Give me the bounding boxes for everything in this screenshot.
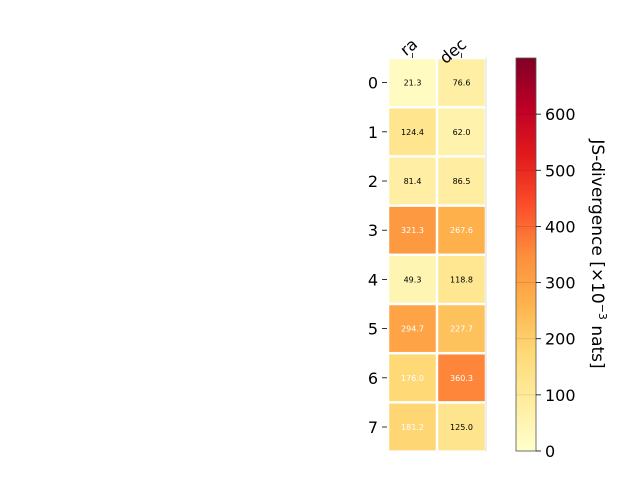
heatmap-cells: 21.3 76.6 124.4 62.0 81.4 86.5 321.3 267.6 49.3 1… (389, 58, 487, 452)
heatmap-cell (389, 157, 436, 205)
heatmap-cell (438, 206, 485, 254)
colorbar-tick-label: 0 (545, 442, 555, 461)
cell-value-label: 267.6 (450, 226, 473, 235)
y-tick-label: 1 (368, 123, 378, 142)
heatmap-cell (438, 59, 485, 106)
colorbar-tick-label: 400 (545, 217, 576, 236)
colorbar-ticks: 0 100 200 300 400 500 600 (516, 105, 576, 461)
colorbar-tick-label: 500 (545, 161, 576, 180)
colorbar-tick-label: 600 (545, 105, 576, 124)
cell-value-label: 124.4 (401, 128, 424, 137)
cell-value-label: 81.4 (404, 177, 422, 186)
colorbar-label-suffix: nats] (587, 320, 607, 369)
heatmap-cell (389, 59, 436, 106)
heatmap-cell (389, 354, 436, 402)
heatmap-cell (438, 403, 485, 451)
cell-value-label: 294.7 (401, 325, 424, 334)
colorbar-gradient (515, 57, 537, 452)
colorbar-label-prefix: JS-divergence [×10 (587, 138, 607, 303)
cell-value-label: 62.0 (453, 128, 471, 137)
cell-value-label: 227.7 (450, 325, 473, 334)
cell-value-label: 125.0 (450, 423, 473, 432)
heatmap-cell (438, 108, 485, 156)
y-tick-label: 7 (368, 418, 378, 437)
cell-value-label: 176.0 (401, 374, 424, 383)
heatmap-cell (389, 206, 436, 254)
cell-value-label: 118.8 (450, 275, 473, 284)
cell-value-label: 360.3 (450, 374, 473, 383)
heatmap-cell (389, 305, 436, 352)
y-tick-label: 5 (368, 320, 378, 339)
colorbar-label-exponent: −3 (596, 304, 609, 320)
colorbar-label: JS-divergence [×10−3 nats] (587, 138, 609, 368)
heatmap-cell (389, 108, 436, 156)
colorbar-tick-label: 100 (545, 386, 576, 405)
heatmap-cell (438, 157, 485, 205)
colorbar: 0 100 200 300 400 500 600 JS-divergence [×10−3… (515, 57, 609, 461)
y-tick-label: 6 (368, 369, 378, 388)
cell-value-label: 321.3 (401, 226, 424, 235)
heatmap-cell (438, 354, 485, 402)
colorbar-tick-label: 300 (545, 274, 576, 293)
cell-value-label: 181.2 (401, 423, 424, 432)
x-tick-label: ra (396, 35, 421, 60)
cell-value-label: 76.6 (453, 79, 471, 88)
y-axis-ticks: 0 1 2 3 4 5 6 7 (368, 74, 387, 437)
heatmap-cell (438, 256, 485, 303)
cell-value-label: 21.3 (404, 79, 422, 88)
cell-value-label: 86.5 (453, 177, 471, 186)
y-tick-label: 2 (368, 172, 378, 191)
cell-value-label: 49.3 (404, 275, 422, 284)
y-tick-label: 3 (368, 221, 378, 240)
heatmap-cell (389, 403, 436, 451)
heatmap-cell (389, 256, 436, 303)
y-tick-label: 4 (368, 270, 378, 289)
colorbar-tick-label: 200 (545, 330, 576, 349)
y-tick-label: 0 (368, 74, 378, 93)
heatmap-cell (438, 305, 485, 352)
